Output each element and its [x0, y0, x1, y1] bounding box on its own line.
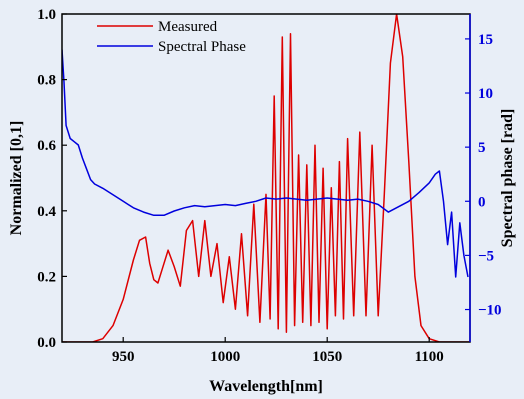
right-y-tick-label: −5	[478, 248, 494, 264]
left-y-tick-label: 0.4	[37, 204, 56, 220]
legend: Measured Spectral Phase	[97, 19, 246, 55]
right-y-tick-label: 10	[478, 86, 493, 102]
right-y-tick-label: 5	[478, 140, 486, 156]
x-tick-label: 1050	[312, 349, 342, 365]
left-y-tick-label: 0.6	[37, 138, 56, 154]
legend-label: Spectral Phase	[158, 39, 246, 55]
left-y-tick-label: 0.0	[37, 335, 56, 351]
x-tick-label: 950	[112, 349, 135, 365]
right-y-axis-label: Spectral phase [rad]	[499, 109, 516, 248]
series-line-measured	[62, 14, 470, 342]
x-tick-label: 1100	[415, 349, 444, 365]
left-y-tick-label: 1.0	[37, 7, 56, 23]
left-y-axis-label: Normalized [0,1]	[8, 121, 25, 236]
left-y-tick-label: 0.2	[37, 269, 56, 285]
x-tick-label: 1000	[210, 349, 240, 365]
series-line-spectral-phase	[62, 49, 469, 278]
right-y-tick-label: 0	[478, 194, 486, 210]
right-y-tick-label: 15	[478, 32, 493, 48]
left-y-tick-label: 0.8	[37, 73, 56, 89]
legend-label: Measured	[158, 19, 218, 35]
plot-frame	[61, 13, 471, 343]
right-y-tick-label: −10	[478, 303, 502, 319]
x-axis-label: Wavelength[nm]	[209, 378, 323, 395]
